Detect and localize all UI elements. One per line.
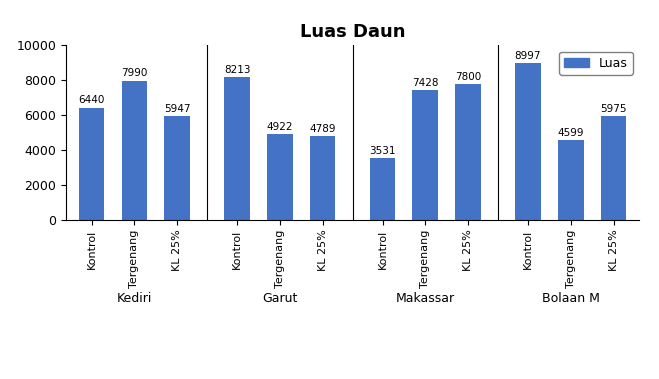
Bar [601,116,627,220]
Text: 6440: 6440 [78,96,105,105]
Bar [164,116,190,220]
Bar [370,158,395,220]
Text: 4789: 4789 [309,124,336,134]
Text: 4922: 4922 [267,122,293,132]
Text: 8997: 8997 [515,51,541,61]
Bar [558,139,584,220]
Legend: Luas: Luas [559,52,633,75]
Text: 3531: 3531 [369,146,396,156]
Bar [515,63,541,220]
Text: 8213: 8213 [224,64,250,75]
Bar [121,80,147,220]
Bar [310,136,335,220]
Text: 5975: 5975 [600,103,627,114]
Text: 7428: 7428 [412,78,438,88]
Text: 7990: 7990 [121,69,148,78]
Text: 5947: 5947 [164,104,190,114]
Bar [78,108,104,220]
Bar [224,77,250,220]
Text: 4599: 4599 [558,128,584,138]
Bar [267,134,293,220]
Bar [413,90,438,220]
Title: Luas Daun: Luas Daun [300,23,405,41]
Bar [455,84,481,220]
Text: 7800: 7800 [455,72,481,82]
